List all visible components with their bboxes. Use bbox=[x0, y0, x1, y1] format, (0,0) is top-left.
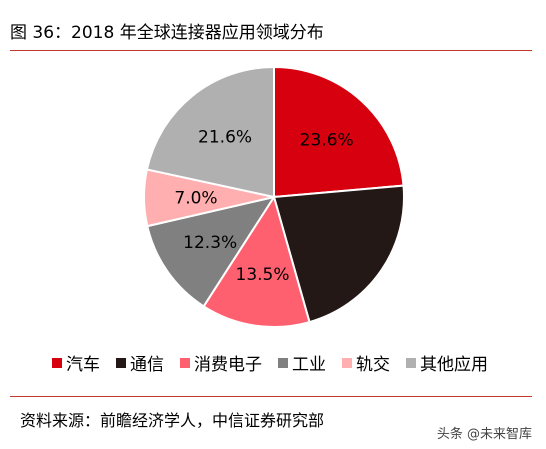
title-divider bbox=[10, 50, 532, 51]
legend-item-1: 汽车 bbox=[52, 350, 100, 375]
legend-swatch-1 bbox=[52, 357, 62, 368]
slice-label-5: 7.0% bbox=[174, 188, 217, 208]
legend-label-2: 通信 bbox=[130, 355, 164, 375]
legend-label-6: 其他应用 bbox=[420, 355, 488, 375]
legend-label-4: 工业 bbox=[292, 355, 326, 375]
source-note: 资料来源：前瞻经济学人，中信证券研究部 bbox=[20, 411, 325, 430]
legend-item-6: 其他应用 bbox=[406, 350, 488, 375]
legend-swatch-6 bbox=[406, 357, 416, 368]
legend: 汽车 通信 消费电子 工业 轨交 其他应用 bbox=[52, 350, 488, 375]
pie-slice-6 bbox=[145, 65, 275, 199]
legend-item-2: 通信 bbox=[116, 350, 164, 375]
legend-item-4: 工业 bbox=[278, 350, 326, 375]
legend-swatch-3 bbox=[180, 357, 190, 368]
chart-title: 图 36：2018 年全球连接器应用领域分布 bbox=[10, 23, 324, 43]
slice-label-6: 21.6% bbox=[198, 127, 252, 147]
legend-item-5: 轨交 bbox=[342, 350, 390, 375]
pie-slice-1 bbox=[273, 65, 405, 199]
watermark: 头条 @未来智库 bbox=[436, 427, 532, 442]
legend-swatch-4 bbox=[278, 357, 288, 368]
legend-label-3: 消费电子 bbox=[194, 355, 262, 375]
legend-label-1: 汽车 bbox=[66, 355, 100, 375]
legend-item-3: 消费电子 bbox=[180, 350, 262, 375]
slice-label-3: 13.5% bbox=[236, 265, 290, 285]
footer-divider bbox=[10, 396, 532, 397]
pie-slice-4 bbox=[146, 195, 277, 308]
legend-swatch-5 bbox=[342, 357, 352, 368]
slice-label-1: 23.6% bbox=[300, 130, 354, 150]
slice-label-4: 12.3% bbox=[183, 233, 237, 253]
pie-slice-2 bbox=[272, 184, 405, 324]
legend-swatch-2 bbox=[116, 357, 126, 368]
pie-slice-3 bbox=[202, 194, 311, 328]
legend-label-5: 轨交 bbox=[356, 355, 390, 375]
